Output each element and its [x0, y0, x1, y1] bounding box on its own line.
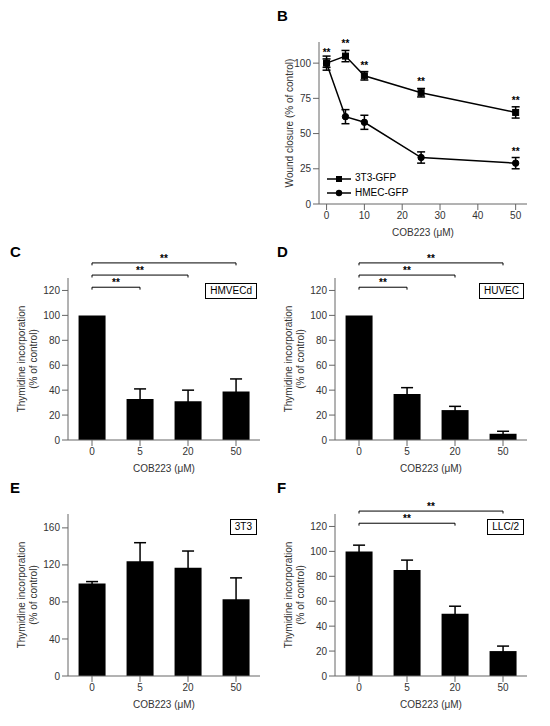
svg-text:**: **: [379, 277, 387, 288]
svg-text:100: 100: [294, 58, 311, 69]
svg-text:40: 40: [49, 634, 61, 645]
svg-text:120: 120: [43, 285, 60, 296]
html-text:HMEC-GFP: HMEC-GFP: [355, 187, 409, 198]
html-text:E: E: [10, 479, 20, 496]
svg-text:**: **: [160, 253, 168, 264]
svg-text:20: 20: [182, 682, 194, 693]
svg-text:50: 50: [230, 446, 242, 457]
html-text:C: C: [10, 243, 21, 260]
svg-text:0: 0: [54, 671, 60, 682]
svg-text:120: 120: [310, 521, 327, 532]
svg-text:0: 0: [89, 682, 95, 693]
svg-text:60: 60: [49, 360, 61, 371]
svg-text:0: 0: [89, 446, 95, 457]
svg-text:40: 40: [472, 210, 484, 221]
svg-text:40: 40: [316, 621, 328, 632]
svg-text:COB223 (μM): COB223 (μM): [133, 699, 195, 710]
svg-text:20: 20: [449, 446, 461, 457]
svg-text:Thymidine incorporation(% of c: Thymidine incorporation(% of control): [283, 542, 306, 649]
html-text:LLC/2: LLC/2: [492, 521, 519, 532]
svg-text:80: 80: [49, 596, 61, 607]
html-text:3T3: 3T3: [234, 521, 252, 532]
svg-text:40: 40: [316, 385, 328, 396]
svg-text:80: 80: [316, 335, 328, 346]
svg-text:50: 50: [497, 682, 509, 693]
html-text:3T3-GFP: 3T3-GFP: [355, 172, 397, 184]
svg-text:100: 100: [43, 310, 60, 321]
svg-text:80: 80: [316, 571, 328, 582]
svg-text:20: 20: [316, 646, 328, 657]
svg-text:50: 50: [300, 128, 312, 139]
svg-text:**: **: [403, 265, 411, 276]
html-text:HMVECd: HMVECd: [210, 285, 252, 296]
html-text:HUVEC: HUVEC: [484, 285, 519, 296]
svg-text:20: 20: [182, 446, 194, 457]
html-text:F: F: [277, 479, 287, 496]
svg-text:**: **: [427, 253, 435, 264]
svg-text:**: **: [512, 95, 520, 106]
svg-text:**: **: [342, 38, 350, 49]
svg-text:30: 30: [434, 210, 446, 221]
svg-text:50: 50: [497, 446, 509, 457]
svg-text:50: 50: [230, 682, 242, 693]
svg-text:100: 100: [310, 546, 327, 557]
svg-text:0: 0: [356, 682, 362, 693]
svg-text:100: 100: [310, 310, 327, 321]
svg-text:**: **: [360, 60, 368, 71]
svg-text:60: 60: [316, 360, 328, 371]
svg-text:40: 40: [49, 385, 61, 396]
svg-text:120: 120: [310, 285, 327, 296]
svg-text:60: 60: [316, 596, 328, 607]
svg-text:5: 5: [137, 682, 143, 693]
svg-text:80: 80: [49, 335, 61, 346]
svg-text:**: **: [112, 277, 120, 288]
svg-text:COB223 (μM): COB223 (μM): [400, 463, 462, 474]
svg-text:20: 20: [316, 410, 328, 421]
svg-text:5: 5: [137, 446, 143, 457]
svg-text:**: **: [427, 501, 435, 512]
svg-text:Thymidine incorporation(% of c: Thymidine incorporation(% of control): [16, 542, 39, 649]
svg-text:20: 20: [49, 410, 61, 421]
svg-text:**: **: [403, 513, 411, 524]
svg-text:**: **: [417, 76, 425, 87]
svg-text:5: 5: [404, 446, 410, 457]
svg-text:Thymidine incorporation(% of c: Thymidine incorporation(% of control): [16, 306, 39, 413]
svg-text:20: 20: [449, 682, 461, 693]
svg-text:COB223 (μM): COB223 (μM): [133, 463, 195, 474]
html-text:D: D: [277, 243, 288, 260]
svg-text:75: 75: [300, 93, 312, 104]
svg-text:COB223 (μM): COB223 (μM): [392, 227, 454, 238]
svg-text:**: **: [136, 265, 144, 276]
svg-text:20: 20: [397, 210, 409, 221]
svg-text:0: 0: [321, 435, 327, 446]
html-text:B: B: [277, 7, 288, 24]
svg-text:50: 50: [510, 210, 522, 221]
svg-text:**: **: [512, 146, 520, 157]
svg-text:**: **: [323, 47, 331, 58]
svg-text:120: 120: [43, 559, 60, 570]
svg-text:0: 0: [321, 671, 327, 682]
svg-text:0: 0: [324, 210, 330, 221]
svg-text:5: 5: [404, 682, 410, 693]
svg-text:10: 10: [359, 210, 371, 221]
svg-text:160: 160: [43, 522, 60, 533]
svg-text:0: 0: [305, 199, 311, 210]
svg-text:0: 0: [54, 435, 60, 446]
svg-text:0: 0: [356, 446, 362, 457]
svg-text:Thymidine incorporation(% of c: Thymidine incorporation(% of control): [283, 306, 306, 413]
svg-text:COB223 (μM): COB223 (μM): [400, 699, 462, 710]
svg-text:25: 25: [300, 163, 312, 174]
svg-text:Wound closure (% of control): Wound closure (% of control): [284, 59, 295, 188]
